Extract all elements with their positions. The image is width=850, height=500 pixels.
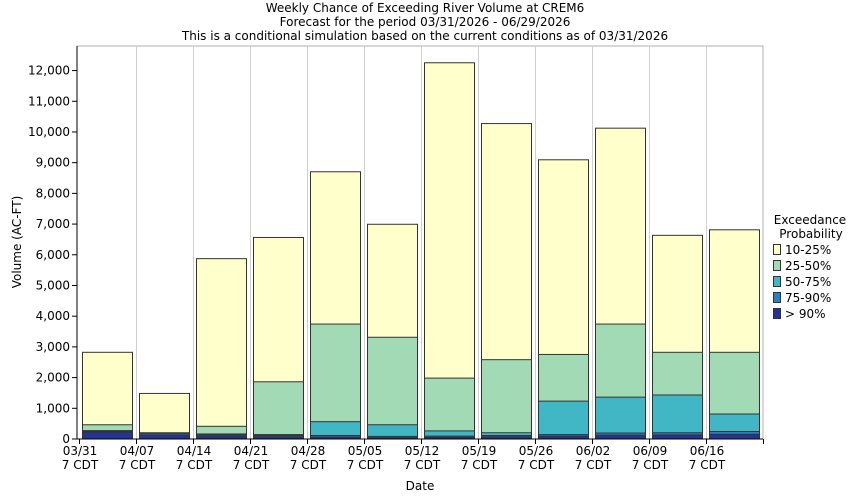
y-tick-label: 4,000 bbox=[36, 309, 70, 323]
y-tick-label: 10,000 bbox=[28, 125, 70, 139]
bar-p25_50 bbox=[310, 323, 361, 440]
bar-p50_75 bbox=[652, 394, 703, 440]
x-tick-label-time: 7 CDT bbox=[233, 458, 270, 472]
y-tick-label: 11,000 bbox=[28, 94, 70, 108]
x-tick-label: 06/09 bbox=[633, 444, 668, 458]
x-tick-label-time: 7 CDT bbox=[347, 458, 384, 472]
bar-p10_25 bbox=[196, 258, 247, 440]
bar-p50_75 bbox=[538, 400, 589, 440]
bar-gt90 bbox=[709, 433, 760, 440]
legend-entry-label: 25-50% bbox=[785, 259, 831, 273]
x-tick-label: 05/19 bbox=[462, 444, 497, 458]
bar-gt90 bbox=[652, 434, 703, 440]
legend-entry-label: 75-90% bbox=[785, 291, 831, 305]
title-line-3: This is a conditional simulation based o… bbox=[181, 29, 668, 43]
x-tick-label: 06/02 bbox=[576, 444, 611, 458]
bar-p25_50 bbox=[481, 359, 532, 440]
grid bbox=[136, 46, 707, 439]
legend-title-line-2: Probability bbox=[779, 227, 842, 241]
y-tick-label: 0 bbox=[62, 432, 70, 446]
legend-swatch bbox=[773, 260, 781, 271]
y-tick-label: 9,000 bbox=[36, 156, 70, 170]
y-tick-label: 3,000 bbox=[36, 340, 70, 354]
bar-p25_50 bbox=[424, 377, 475, 440]
x-tick-label-time: 7 CDT bbox=[689, 458, 726, 472]
legend-swatch bbox=[773, 244, 781, 255]
y-tick-label: 5,000 bbox=[36, 278, 70, 292]
y-tick-label: 1,000 bbox=[36, 401, 70, 415]
plot-area bbox=[76, 45, 764, 440]
title-line-1: Weekly Chance of Exceeding River Volume … bbox=[266, 1, 585, 15]
y-tick-label: 6,000 bbox=[36, 248, 70, 262]
x-tick-label: 04/14 bbox=[177, 444, 212, 458]
x-tick-label: 05/05 bbox=[348, 444, 383, 458]
legend-entry-label: 10-25% bbox=[785, 243, 831, 257]
x-tick-label-time: 7 CDT bbox=[404, 458, 441, 472]
x-tick-label: 06/16 bbox=[690, 444, 725, 458]
bar-p50_75 bbox=[595, 396, 646, 440]
y-tick-label: 8,000 bbox=[36, 186, 70, 200]
y-tick-label: 7,000 bbox=[36, 217, 70, 231]
chart-title: Weekly Chance of Exceeding River Volume … bbox=[181, 1, 668, 43]
x-tick-label-time: 7 CDT bbox=[575, 458, 612, 472]
legend-entry-label: > 90% bbox=[785, 307, 826, 321]
legend-swatch bbox=[773, 276, 781, 287]
bar-p25_50 bbox=[367, 336, 418, 440]
x-tick-label-time: 7 CDT bbox=[518, 458, 555, 472]
bar-p10_25 bbox=[424, 62, 475, 440]
x-tick-label: 03/31 bbox=[63, 444, 98, 458]
x-tick-label-time: 7 CDT bbox=[290, 458, 327, 472]
y-tick-label: 2,000 bbox=[36, 371, 70, 385]
legend-title-line-1: Exceedance bbox=[774, 213, 846, 227]
bars bbox=[82, 62, 760, 440]
y-axis-label: Volume (AC-FT) bbox=[10, 196, 24, 289]
title-line-2: Forecast for the period 03/31/2026 - 06/… bbox=[280, 15, 571, 29]
x-tick-label-time: 7 CDT bbox=[461, 458, 498, 472]
bar-gt90 bbox=[82, 431, 133, 440]
x-tick-label: 05/12 bbox=[405, 444, 440, 458]
x-tick-label-time: 7 CDT bbox=[632, 458, 669, 472]
x-axis-label: Date bbox=[406, 479, 435, 493]
bar-gt90 bbox=[595, 434, 646, 440]
y-tick-label: 12,000 bbox=[28, 64, 70, 78]
x-tick-label-time: 7 CDT bbox=[119, 458, 156, 472]
legend-swatch bbox=[773, 308, 781, 319]
x-tick-label: 05/26 bbox=[519, 444, 554, 458]
x-tick-label-time: 7 CDT bbox=[176, 458, 213, 472]
x-tick-label: 04/21 bbox=[234, 444, 269, 458]
bar-gt90 bbox=[139, 434, 190, 440]
x-tick-label: 04/07 bbox=[120, 444, 155, 458]
x-tick-label-time: 7 CDT bbox=[62, 458, 99, 472]
y-axis: 0 1,000 2,000 3,000 4,000 5,000 6,000 7,000 8,00… bbox=[28, 46, 78, 446]
legend-entry-label: 50-75% bbox=[785, 275, 831, 289]
bar-p10_25 bbox=[139, 392, 190, 440]
legend-swatch bbox=[773, 292, 781, 303]
x-tick-label: 04/28 bbox=[291, 444, 326, 458]
bar-p25_50 bbox=[253, 381, 304, 440]
